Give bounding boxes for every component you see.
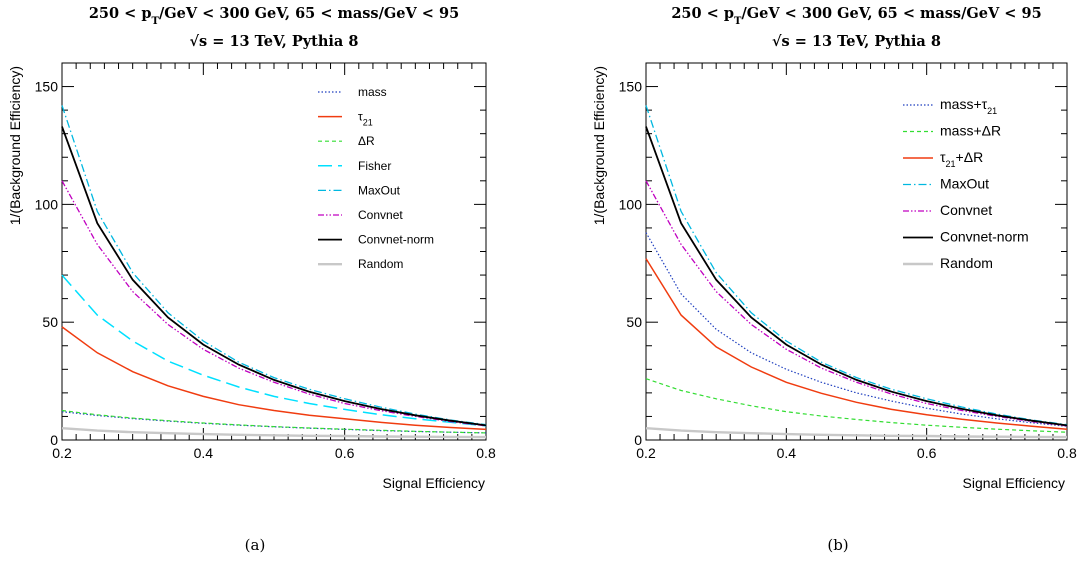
x-tick-label: 0.8	[1057, 445, 1077, 461]
panel-caption: (a)	[245, 536, 266, 554]
x-axis-label: Signal Efficiency	[963, 475, 1065, 491]
x-tick-label: 0.6	[335, 445, 355, 461]
y-tick-label: 150	[35, 79, 59, 95]
chart-title-line1: 250 < pT/GeV < 300 GeV, 65 < mass/GeV < …	[671, 5, 1041, 27]
legend-label-0: mass+τ21	[940, 96, 997, 116]
legend-label-5: Convnet-norm	[940, 229, 1029, 245]
series-line-1	[61, 326, 487, 431]
chart-title-line2: √s = 13 TeV, Pythia 8	[772, 33, 941, 50]
legend-label-1: mass+ΔR	[940, 123, 1001, 139]
panel-a: 250 < pT/GeV < 300 GeV, 65 < mass/GeV < …	[7, 5, 496, 554]
legend-label-0: mass	[358, 85, 387, 99]
series-line-2	[645, 258, 1068, 430]
y-tick-label: 100	[35, 196, 59, 212]
chart-title-line1: 250 < pT/GeV < 300 GeV, 65 < mass/GeV < …	[89, 5, 459, 27]
series-line-3	[645, 105, 1068, 426]
legend-label-6: Convnet-norm	[358, 233, 434, 247]
y-tick-label: 100	[619, 196, 643, 212]
series-line-5	[645, 126, 1068, 427]
series-line-4	[645, 180, 1068, 427]
y-tick-label: 50	[42, 314, 58, 330]
legend-label-6: Random	[940, 255, 993, 271]
legend-label-4: Convnet	[940, 202, 992, 218]
y-tick-label: 0	[634, 432, 642, 448]
series-line-1	[645, 378, 1068, 433]
series-line-0	[645, 232, 1068, 427]
y-axis-label: 1/(Background Efficiency)	[7, 66, 23, 225]
x-tick-label: 0.2	[52, 445, 72, 461]
series-line-5	[61, 180, 487, 427]
x-tick-label: 0.4	[777, 445, 797, 461]
series-line-2	[61, 409, 487, 434]
panel-b: 250 < pT/GeV < 300 GeV, 65 < mass/GeV < …	[591, 5, 1077, 554]
plot-frame	[61, 62, 487, 441]
legend-label-1: τ21	[358, 110, 373, 128]
series-line-7	[61, 427, 487, 439]
y-tick-label: 150	[619, 79, 643, 95]
x-tick-label: 0.6	[917, 445, 937, 461]
chart-title-line2: √s = 13 TeV, Pythia 8	[190, 33, 359, 50]
series-line-6	[645, 427, 1068, 439]
y-tick-label: 0	[50, 432, 58, 448]
legend-label-3: MaxOut	[940, 176, 989, 192]
legend-label-2: ΔR	[358, 134, 375, 148]
y-tick-label: 50	[626, 314, 642, 330]
legend-label-2: τ21+ΔR	[940, 149, 983, 169]
x-tick-label: 0.8	[476, 445, 496, 461]
y-axis-label: 1/(Background Efficiency)	[591, 66, 607, 225]
series-line-3	[61, 274, 487, 427]
plot-frame	[645, 62, 1068, 441]
x-tick-label: 0.2	[636, 445, 656, 461]
x-tick-label: 0.4	[194, 445, 214, 461]
legend-label-3: Fisher	[358, 159, 391, 173]
legend-label-7: Random	[358, 257, 403, 271]
x-axis-label: Signal Efficiency	[383, 475, 485, 491]
legend-label-4: MaxOut	[358, 183, 401, 197]
series-line-6	[61, 126, 487, 427]
series-line-4	[61, 105, 487, 426]
legend-label-5: Convnet	[358, 208, 403, 222]
panel-caption: (b)	[827, 536, 848, 554]
